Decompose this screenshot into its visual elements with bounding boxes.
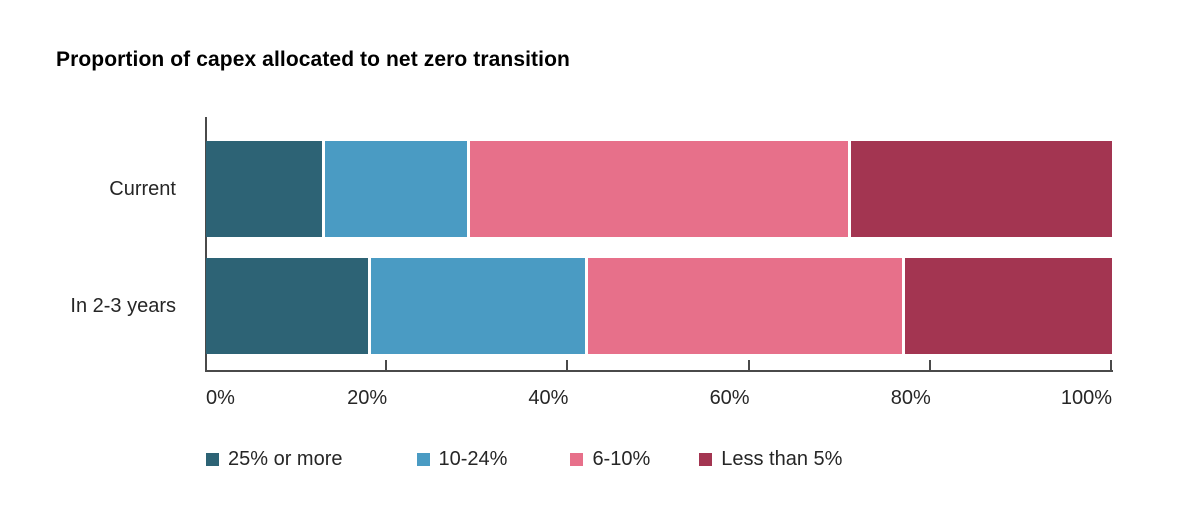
bar-segment-current-25-or-more bbox=[206, 141, 324, 237]
x-axis-tick-label: 20% bbox=[347, 387, 388, 409]
legend-label: Less than 5% bbox=[721, 448, 843, 470]
bar-segment-in-2-3-years-25-or-more bbox=[206, 258, 370, 354]
x-axis-tick-label: 40% bbox=[528, 387, 569, 409]
x-axis-tick-label: 100% bbox=[1060, 387, 1112, 409]
bar-segment-in-2-3-years-less-than-5 bbox=[903, 258, 1112, 354]
bar-segment-in-2-3-years-10-24 bbox=[369, 258, 587, 354]
segment-separator bbox=[367, 258, 371, 354]
y-axis-line bbox=[205, 117, 207, 372]
segment-separator bbox=[585, 258, 589, 354]
bar-row-in-2-3-years bbox=[206, 258, 1112, 354]
bar-segment-current-10-24 bbox=[323, 141, 469, 237]
x-axis-tick-label: 80% bbox=[890, 387, 931, 409]
x-axis-tick bbox=[566, 360, 569, 370]
x-axis-tick-label: 0% bbox=[206, 387, 235, 409]
bar-segment-in-2-3-years-6-10 bbox=[586, 258, 904, 354]
legend: 25% or more 10-24% 6-10% Less than 5% bbox=[206, 448, 843, 470]
bar-segment-current-less-than-5 bbox=[849, 141, 1112, 237]
segment-separator bbox=[322, 141, 326, 237]
segment-separator bbox=[847, 141, 851, 237]
segment-separator bbox=[902, 258, 906, 354]
x-axis-tick bbox=[385, 360, 388, 370]
x-axis-tick bbox=[928, 360, 931, 370]
x-axis-tick bbox=[1110, 360, 1112, 370]
chart-title: Proportion of capex allocated to net zer… bbox=[56, 48, 570, 71]
legend-label: 10-24% bbox=[438, 448, 508, 470]
legend-swatch-25-or-more bbox=[206, 452, 219, 466]
legend-label: 25% or more bbox=[228, 448, 343, 470]
row-label-current: Current bbox=[109, 178, 176, 200]
x-axis-line bbox=[205, 370, 1113, 372]
bar-segment-current-6-10 bbox=[468, 141, 850, 237]
row-label-in-2-3-years: In 2-3 years bbox=[70, 295, 176, 317]
bar-row-current bbox=[206, 141, 1112, 237]
legend-item-25-or-more: 25% or more bbox=[206, 448, 343, 470]
legend-label: 6-10% bbox=[592, 448, 651, 470]
legend-item-less-than-5: Less than 5% bbox=[699, 448, 843, 470]
x-axis-tick-label: 60% bbox=[709, 387, 750, 409]
segment-separator bbox=[467, 141, 471, 237]
x-axis-tick bbox=[747, 360, 750, 370]
legend-swatch-6-10 bbox=[570, 452, 584, 466]
legend-swatch-10-24 bbox=[416, 452, 430, 466]
legend-item-10-24: 10-24% bbox=[416, 448, 508, 470]
legend-item-6-10: 6-10% bbox=[570, 448, 651, 470]
legend-swatch-less-than-5 bbox=[699, 452, 713, 466]
